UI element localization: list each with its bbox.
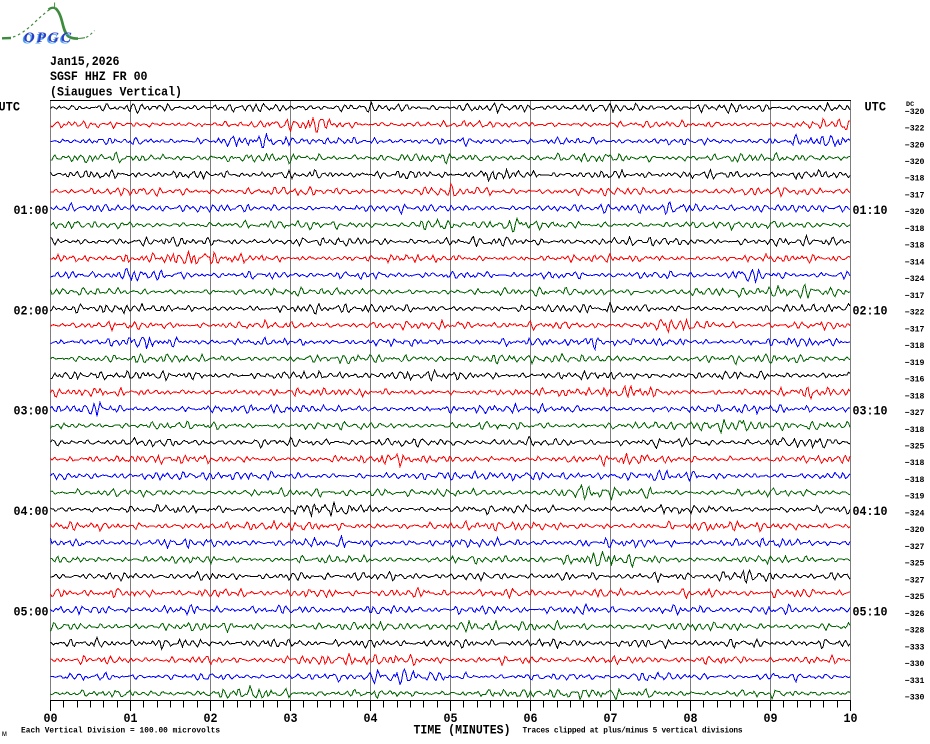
svg-text:03: 03	[284, 712, 298, 726]
svg-text:−320: −320	[905, 208, 925, 217]
svg-text:02: 02	[204, 712, 218, 726]
svg-text:05:10: 05:10	[853, 606, 888, 620]
svg-text:SGSF HHZ FR 00: SGSF HHZ FR 00	[50, 70, 148, 84]
svg-text:Traces clipped at plus/minus 5: Traces clipped at plus/minus 5 vertical …	[523, 728, 743, 736]
svg-text:−325: −325	[905, 593, 925, 602]
svg-text:−318: −318	[905, 426, 925, 435]
svg-text:−320: −320	[905, 526, 925, 535]
svg-text:OPGC: OPGC	[24, 29, 72, 46]
svg-text:−331: −331	[905, 677, 925, 686]
svg-text:−314: −314	[905, 258, 925, 267]
svg-text:03:10: 03:10	[853, 405, 888, 419]
svg-text:UTC: UTC	[0, 101, 20, 115]
svg-text:−318: −318	[905, 476, 925, 485]
svg-text:(Siaugues Vertical): (Siaugues Vertical)	[50, 86, 182, 100]
svg-text:03:00: 03:00	[14, 405, 49, 419]
svg-text:04:10: 04:10	[853, 505, 888, 519]
svg-text:−318: −318	[905, 242, 925, 251]
svg-text:08: 08	[684, 712, 698, 726]
svg-text:−317: −317	[905, 192, 925, 201]
svg-text:−326: −326	[905, 610, 925, 619]
svg-text:−333: −333	[905, 643, 925, 652]
svg-text:−318: −318	[905, 459, 925, 468]
svg-text:−322: −322	[905, 309, 925, 318]
svg-text:−320: −320	[905, 108, 925, 117]
svg-text:Each Vertical Division = 100.: Each Vertical Division = 100.00 microvol…	[21, 728, 220, 736]
svg-text:01:10: 01:10	[853, 204, 888, 218]
svg-text:−327: −327	[905, 409, 925, 418]
svg-text:−330: −330	[905, 660, 925, 669]
svg-text:UTC: UTC	[865, 101, 887, 115]
svg-text:07: 07	[604, 712, 618, 726]
svg-text:−327: −327	[905, 576, 925, 585]
svg-text:09: 09	[764, 712, 778, 726]
svg-text:−324: −324	[905, 275, 925, 284]
svg-text:−330: −330	[905, 694, 925, 703]
svg-text:05:00: 05:00	[14, 606, 49, 620]
svg-text:−322: −322	[905, 125, 925, 134]
svg-text:−318: −318	[905, 392, 925, 401]
svg-text:−324: −324	[905, 509, 925, 518]
svg-text:−319: −319	[905, 359, 925, 368]
svg-text:02:10: 02:10	[853, 304, 888, 318]
svg-text:−318: −318	[905, 175, 925, 184]
svg-text:−319: −319	[905, 493, 925, 502]
svg-text:10: 10	[844, 712, 858, 726]
svg-text:−328: −328	[905, 627, 925, 636]
svg-text:01: 01	[124, 712, 138, 726]
svg-text:01:00: 01:00	[14, 204, 49, 218]
svg-text:05: 05	[444, 712, 458, 726]
svg-text:−317: −317	[905, 292, 925, 301]
svg-text:DC: DC	[906, 101, 914, 109]
svg-text:00: 00	[44, 712, 58, 726]
svg-text:м: м	[2, 730, 7, 739]
svg-text:06: 06	[524, 712, 538, 726]
svg-text:−318: −318	[905, 225, 925, 234]
svg-text:04:00: 04:00	[14, 505, 49, 519]
svg-text:−316: −316	[905, 376, 925, 385]
svg-text:−317: −317	[905, 325, 925, 334]
svg-text:−318: −318	[905, 342, 925, 351]
svg-text:−320: −320	[905, 141, 925, 150]
svg-text:−327: −327	[905, 543, 925, 552]
svg-text:04: 04	[364, 712, 378, 726]
svg-text:02:00: 02:00	[14, 304, 49, 318]
svg-text:−325: −325	[905, 560, 925, 569]
svg-text:Jan15,2026: Jan15,2026	[50, 55, 120, 69]
svg-text:−325: −325	[905, 443, 925, 452]
svg-text:−320: −320	[905, 158, 925, 167]
svg-text:TIME (MINUTES): TIME (MINUTES)	[414, 723, 511, 737]
